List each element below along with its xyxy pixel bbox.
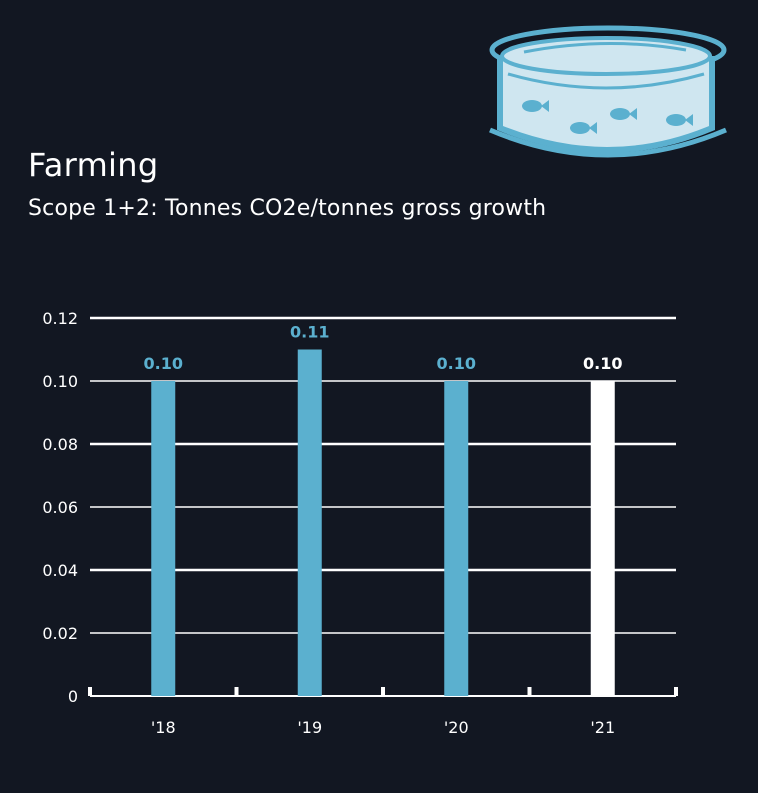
data-label: 0.10 (583, 354, 622, 373)
bar (590, 381, 615, 696)
chart-subtitle: Scope 1+2: Tonnes CO2e/tonnes gross grow… (28, 196, 547, 221)
x-tick-label: '18 (151, 718, 176, 737)
bar (444, 381, 469, 696)
y-tick-label: 0.06 (42, 498, 78, 517)
data-label: 0.10 (144, 354, 183, 373)
data-label: 0.11 (290, 323, 329, 342)
y-tick-label: 0.12 (42, 309, 78, 328)
y-tick-label: 0.02 (42, 624, 78, 643)
x-tick-label: '21 (590, 718, 615, 737)
x-tick-label: '19 (297, 718, 322, 737)
bar (151, 381, 176, 696)
bar (297, 349, 322, 696)
y-tick-label: 0.08 (42, 435, 78, 454)
y-tick-label: 0.04 (42, 561, 78, 580)
y-tick-label: 0 (68, 687, 78, 706)
y-tick-label: 0.10 (42, 372, 78, 391)
data-label: 0.10 (437, 354, 476, 373)
fish-tank-icon (489, 25, 727, 158)
x-tick-label: '20 (444, 718, 469, 737)
chart-title: Farming (28, 146, 159, 184)
